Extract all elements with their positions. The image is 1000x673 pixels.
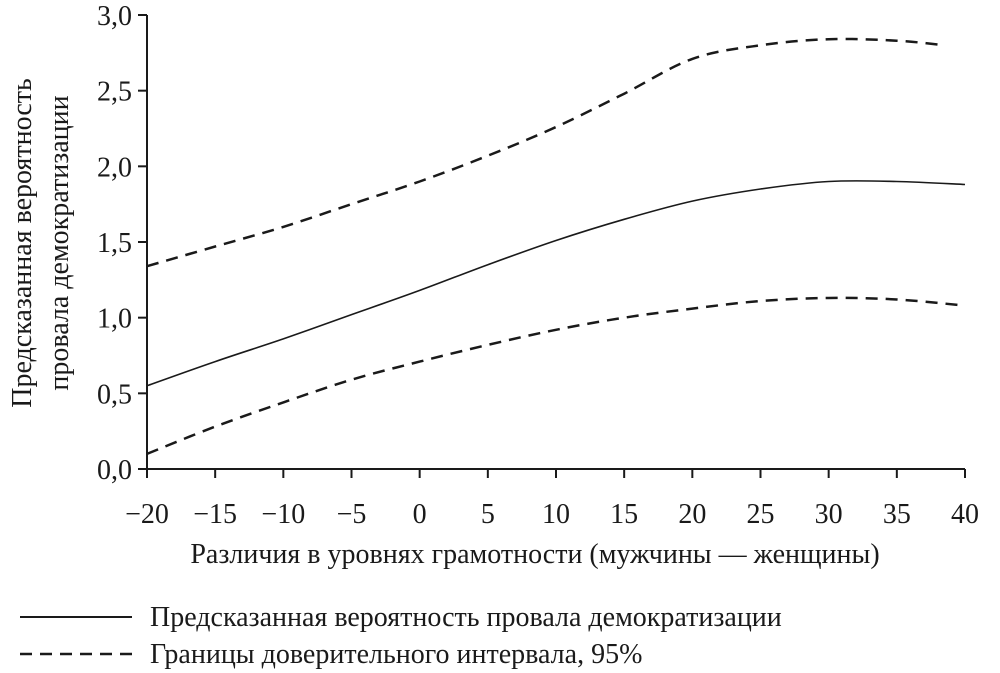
legend: Предсказанная вероятность провала демокр…: [20, 602, 782, 670]
x-tick-label: −20: [125, 499, 169, 530]
y-tick-label: 0,0: [97, 455, 132, 486]
x-tick-label: −5: [337, 499, 367, 530]
x-tick-label: 0: [413, 499, 427, 530]
y-axis-label-line-1: Предсказанная вероятность: [7, 78, 38, 408]
y-axis-label-line-2: провала демократизации: [44, 95, 75, 390]
series-line-upper-ci: [146, 37, 945, 268]
y-tick-label: 1,5: [97, 228, 132, 259]
y-tick-label: 2,5: [97, 77, 132, 108]
x-axis-label: Различия в уровнях грамотности (мужчины …: [190, 539, 879, 570]
x-tick-label: 25: [747, 499, 775, 530]
x-tick-label: 40: [951, 499, 979, 530]
y-tick-label: 3,0: [97, 1, 132, 32]
axes: 0,0 0,5 1,0 1,5 2,0 2,5 3,0 −20 −15 −10 −5 0 5 10 15 20…: [97, 1, 979, 530]
x-tick-label: 10: [542, 499, 570, 530]
y-tick-label: 0,5: [97, 379, 132, 410]
series-line-lower-ci: [146, 296, 966, 456]
x-tick-label: 5: [481, 499, 495, 530]
x-tick-label: 35: [883, 499, 911, 530]
legend-label-predicted: Предсказанная вероятность провала демокр…: [150, 602, 782, 633]
x-tick-label: 15: [610, 499, 638, 530]
x-tick-label: −15: [193, 499, 237, 530]
x-tick-label: −10: [261, 499, 305, 530]
legend-label-confidence: Границы доверительного интервала, 95%: [150, 639, 642, 670]
x-tick-label: 30: [815, 499, 843, 530]
y-tick-label: 2,0: [97, 152, 132, 183]
y-tick-label: 1,0: [97, 304, 132, 335]
series-group: [146, 37, 966, 456]
series-line-predicted: [146, 180, 966, 387]
x-tick-label: 20: [678, 499, 706, 530]
